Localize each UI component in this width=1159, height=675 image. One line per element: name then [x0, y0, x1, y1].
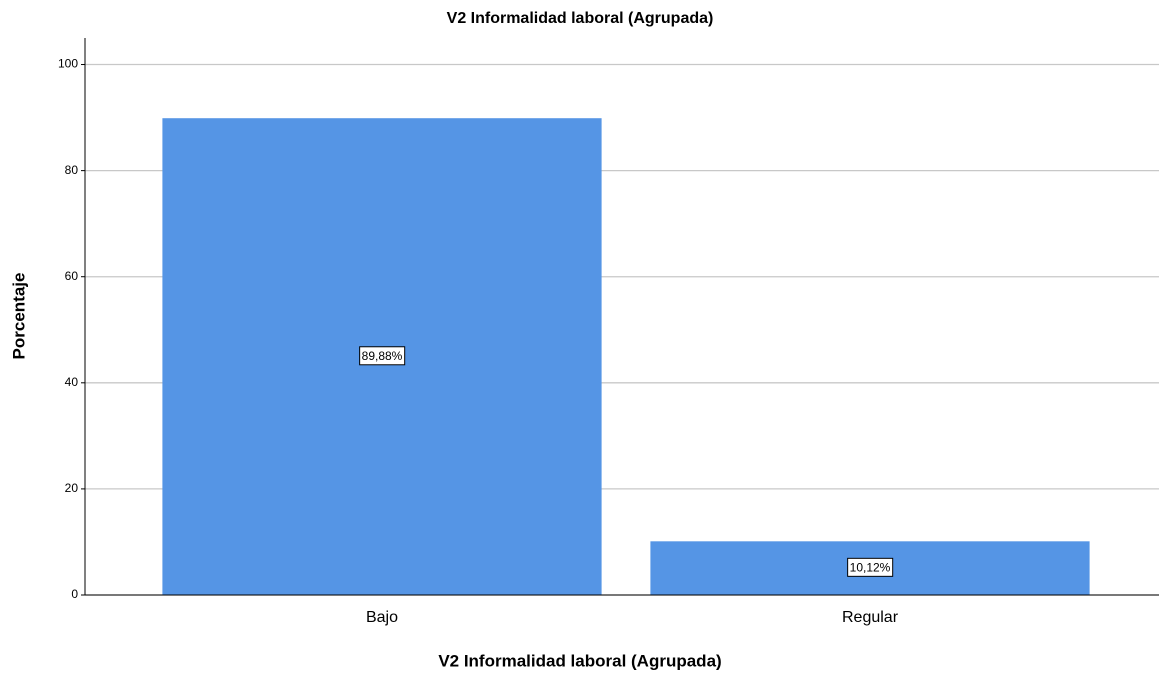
- y-tick-label: 100: [58, 57, 78, 71]
- y-tick-label: 80: [65, 163, 79, 177]
- chart-title: V2 Informalidad laboral (Agrupada): [447, 10, 714, 27]
- y-tick-label: 20: [65, 481, 79, 495]
- value-label: 10,12%: [850, 560, 891, 574]
- x-axis-title: V2 Informalidad laboral (Agrupada): [438, 651, 721, 670]
- value-label: 89,88%: [362, 349, 403, 363]
- x-tick-label: Bajo: [366, 609, 398, 626]
- y-axis-title: Porcentaje: [9, 273, 28, 360]
- value-label-box: [359, 346, 406, 366]
- x-tick-label: Regular: [842, 609, 899, 626]
- value-label-box: [847, 557, 894, 577]
- y-tick-label: 40: [65, 375, 79, 389]
- y-tick-label: 60: [65, 269, 79, 283]
- y-tick-label: 0: [71, 587, 78, 601]
